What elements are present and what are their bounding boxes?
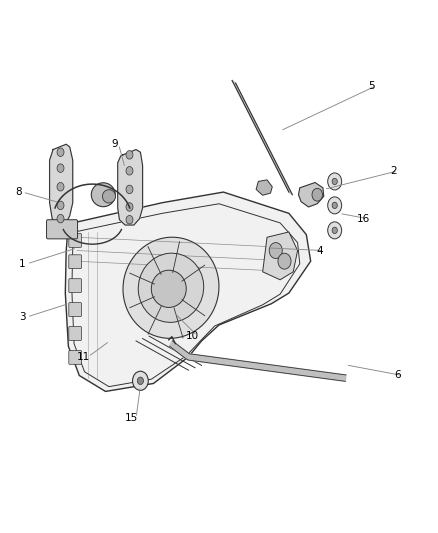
Circle shape — [57, 214, 64, 223]
FancyBboxPatch shape — [69, 303, 81, 317]
Polygon shape — [256, 180, 272, 195]
Ellipse shape — [91, 183, 115, 207]
FancyBboxPatch shape — [69, 255, 81, 269]
FancyBboxPatch shape — [69, 351, 81, 365]
Circle shape — [328, 222, 342, 239]
Text: 6: 6 — [395, 370, 401, 381]
Circle shape — [126, 151, 133, 159]
Circle shape — [57, 182, 64, 191]
Circle shape — [57, 201, 64, 209]
Text: 5: 5 — [368, 81, 375, 91]
FancyBboxPatch shape — [69, 233, 81, 247]
Text: 2: 2 — [390, 166, 397, 176]
Circle shape — [57, 164, 64, 172]
Text: 15: 15 — [125, 413, 138, 423]
Circle shape — [328, 197, 342, 214]
Polygon shape — [170, 341, 346, 381]
Circle shape — [269, 243, 283, 259]
Polygon shape — [65, 192, 311, 391]
Circle shape — [133, 371, 148, 390]
Circle shape — [312, 188, 322, 201]
Ellipse shape — [123, 237, 219, 338]
Polygon shape — [232, 80, 292, 195]
Ellipse shape — [151, 270, 186, 308]
Circle shape — [138, 377, 144, 384]
Circle shape — [328, 173, 342, 190]
Ellipse shape — [102, 190, 116, 203]
Circle shape — [332, 178, 337, 184]
Ellipse shape — [138, 253, 204, 322]
Text: 9: 9 — [111, 139, 117, 149]
Text: 3: 3 — [19, 312, 26, 322]
Text: 10: 10 — [186, 330, 199, 341]
Circle shape — [126, 166, 133, 175]
Polygon shape — [298, 182, 324, 207]
FancyBboxPatch shape — [69, 279, 81, 293]
Text: 1: 1 — [19, 259, 26, 269]
Text: 8: 8 — [15, 187, 21, 197]
Text: 4: 4 — [316, 246, 323, 255]
Circle shape — [126, 203, 133, 211]
Circle shape — [278, 253, 291, 269]
Circle shape — [126, 185, 133, 193]
Text: 16: 16 — [357, 214, 370, 224]
Circle shape — [332, 227, 337, 233]
Polygon shape — [118, 150, 143, 225]
FancyBboxPatch shape — [46, 220, 78, 239]
Circle shape — [57, 148, 64, 157]
Polygon shape — [49, 144, 73, 224]
Circle shape — [332, 202, 337, 208]
FancyBboxPatch shape — [69, 327, 81, 341]
Circle shape — [126, 215, 133, 224]
Polygon shape — [263, 232, 297, 280]
Text: 11: 11 — [77, 352, 90, 362]
